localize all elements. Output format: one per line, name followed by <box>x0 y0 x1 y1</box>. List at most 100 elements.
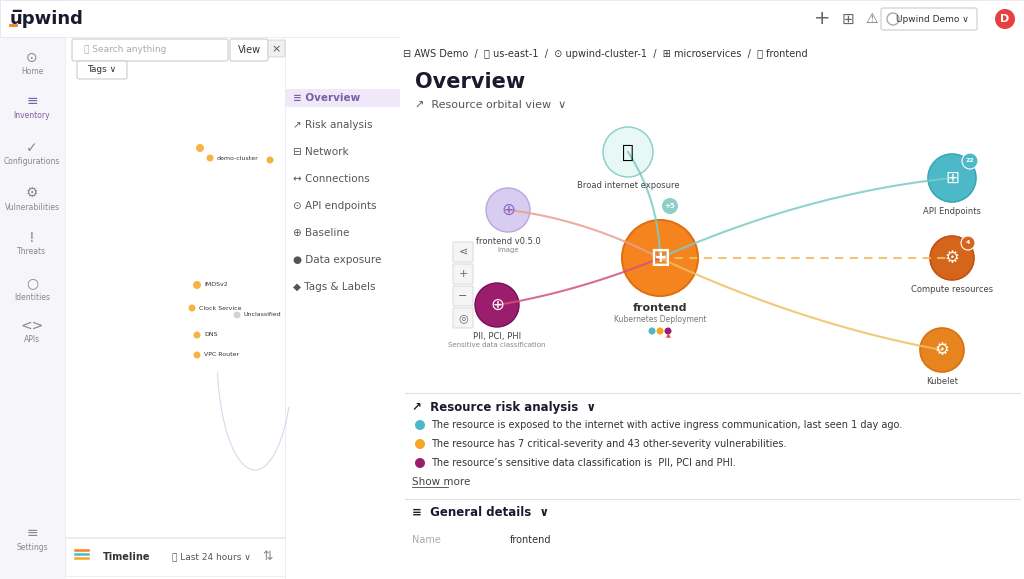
FancyBboxPatch shape <box>268 40 285 57</box>
Text: Threats: Threats <box>17 247 46 256</box>
FancyBboxPatch shape <box>453 308 473 328</box>
Text: Overview: Overview <box>415 72 525 92</box>
Text: ↗ Risk analysis: ↗ Risk analysis <box>293 120 373 130</box>
Text: 🔍 Search anything: 🔍 Search anything <box>84 46 166 54</box>
FancyBboxPatch shape <box>0 0 65 579</box>
Text: ×: × <box>271 44 281 54</box>
Circle shape <box>475 283 519 327</box>
Text: APIs: APIs <box>24 335 40 345</box>
Text: ⊙ API endpoints: ⊙ API endpoints <box>293 201 377 211</box>
FancyBboxPatch shape <box>453 264 473 284</box>
Text: Upwind Demo ∨: Upwind Demo ∨ <box>896 14 969 24</box>
Text: View: View <box>238 45 260 55</box>
Circle shape <box>415 420 425 430</box>
Text: ↗  Resource orbital view  ∨: ↗ Resource orbital view ∨ <box>415 100 566 110</box>
Circle shape <box>207 155 213 162</box>
Circle shape <box>648 328 655 335</box>
Text: ⋖: ⋖ <box>459 247 468 257</box>
Text: Broad internet exposure: Broad internet exposure <box>577 181 679 190</box>
Text: The resource has 7 critical-severity and 43 other-severity vulnerabilities.: The resource has 7 critical-severity and… <box>431 439 786 449</box>
Circle shape <box>415 439 425 449</box>
Text: +: + <box>814 9 830 28</box>
Text: frontend: frontend <box>633 303 687 313</box>
Text: Identities: Identities <box>14 292 50 302</box>
Circle shape <box>665 328 672 335</box>
Text: DNS: DNS <box>204 332 217 338</box>
Text: Image: Image <box>498 247 519 253</box>
Text: PII, PCI, PHI: PII, PCI, PHI <box>473 332 521 340</box>
Text: Unclassified: Unclassified <box>244 313 282 317</box>
Text: ⊞: ⊞ <box>650 246 670 270</box>
Text: Inventory: Inventory <box>13 111 50 119</box>
FancyBboxPatch shape <box>0 0 1024 37</box>
FancyBboxPatch shape <box>230 39 268 61</box>
Text: ⊟ Network: ⊟ Network <box>293 147 348 157</box>
Text: 4: 4 <box>966 240 970 245</box>
Text: ⊕: ⊕ <box>490 296 504 314</box>
Text: Sensitive data classification: Sensitive data classification <box>449 342 546 348</box>
Text: demo-cluster: demo-cluster <box>217 156 259 160</box>
Text: Clock Service: Clock Service <box>199 306 242 310</box>
Circle shape <box>603 127 653 177</box>
Circle shape <box>194 351 201 358</box>
Text: Kubelet: Kubelet <box>926 378 958 387</box>
Circle shape <box>415 458 425 468</box>
FancyBboxPatch shape <box>881 8 977 30</box>
Text: ⊕ Baseline: ⊕ Baseline <box>293 228 349 238</box>
Circle shape <box>928 154 976 202</box>
Text: ⊞: ⊞ <box>945 169 958 187</box>
Text: ⊞: ⊞ <box>842 12 854 27</box>
Text: Compute resources: Compute resources <box>911 285 993 295</box>
Circle shape <box>656 328 664 335</box>
Text: D: D <box>1000 14 1010 24</box>
Text: ↗  Resource risk analysis  ∨: ↗ Resource risk analysis ∨ <box>412 401 596 413</box>
Circle shape <box>233 312 241 318</box>
Text: IMDSv2: IMDSv2 <box>204 283 227 288</box>
Text: Configurations: Configurations <box>4 157 60 167</box>
Circle shape <box>962 153 978 169</box>
Text: 22: 22 <box>966 159 975 163</box>
Text: ≡  General details  ∨: ≡ General details ∨ <box>412 507 549 519</box>
FancyBboxPatch shape <box>453 286 473 306</box>
Text: ≡: ≡ <box>27 526 38 540</box>
Text: ⊟ AWS Demo  /  🏴 us-east-1  /  ⊙ upwind-cluster-1  /  ⊞ microservices  /  🔗 fron: ⊟ AWS Demo / 🏴 us-east-1 / ⊙ upwind-clus… <box>403 49 808 59</box>
Text: frontend: frontend <box>510 535 552 545</box>
Text: Kubernetes Deployment: Kubernetes Deployment <box>613 316 707 324</box>
Text: The resource’s sensitive data classification is  PII, PCI and PHI.: The resource’s sensitive data classifica… <box>431 458 736 468</box>
Text: Timeline: Timeline <box>103 552 151 562</box>
FancyBboxPatch shape <box>77 61 127 79</box>
Circle shape <box>622 220 698 296</box>
Text: Settings: Settings <box>16 543 48 552</box>
Text: Home: Home <box>20 68 43 76</box>
Text: ⚙: ⚙ <box>26 186 38 200</box>
Circle shape <box>930 236 974 280</box>
Circle shape <box>662 198 678 214</box>
Text: +5: +5 <box>665 203 675 209</box>
Circle shape <box>188 305 196 312</box>
Text: ⇅: ⇅ <box>262 551 272 563</box>
Text: Tags ∨: Tags ∨ <box>87 65 117 75</box>
Text: !: ! <box>30 231 35 245</box>
Text: Name: Name <box>412 535 441 545</box>
Text: −: − <box>459 291 468 301</box>
FancyBboxPatch shape <box>453 242 473 262</box>
Circle shape <box>193 281 201 289</box>
FancyBboxPatch shape <box>285 89 400 107</box>
Text: ◎: ◎ <box>458 313 468 323</box>
FancyBboxPatch shape <box>400 37 1024 579</box>
Circle shape <box>961 236 975 250</box>
Text: ≡ Overview: ≡ Overview <box>293 93 360 103</box>
Text: The resource is exposed to the internet with active ingress communication, last : The resource is exposed to the internet … <box>431 420 902 430</box>
Text: ⚙: ⚙ <box>944 249 959 267</box>
Circle shape <box>995 9 1015 29</box>
Text: <>: <> <box>20 319 44 333</box>
Text: VPC Router: VPC Router <box>204 353 240 357</box>
Text: Vulnerabilities: Vulnerabilities <box>4 203 59 211</box>
FancyBboxPatch shape <box>72 39 228 61</box>
Circle shape <box>194 332 201 339</box>
Circle shape <box>920 328 964 372</box>
Text: ≡: ≡ <box>27 94 38 108</box>
Text: ⊙: ⊙ <box>27 51 38 65</box>
Text: ⚠: ⚠ <box>865 12 879 26</box>
Text: Show more: Show more <box>412 477 470 487</box>
